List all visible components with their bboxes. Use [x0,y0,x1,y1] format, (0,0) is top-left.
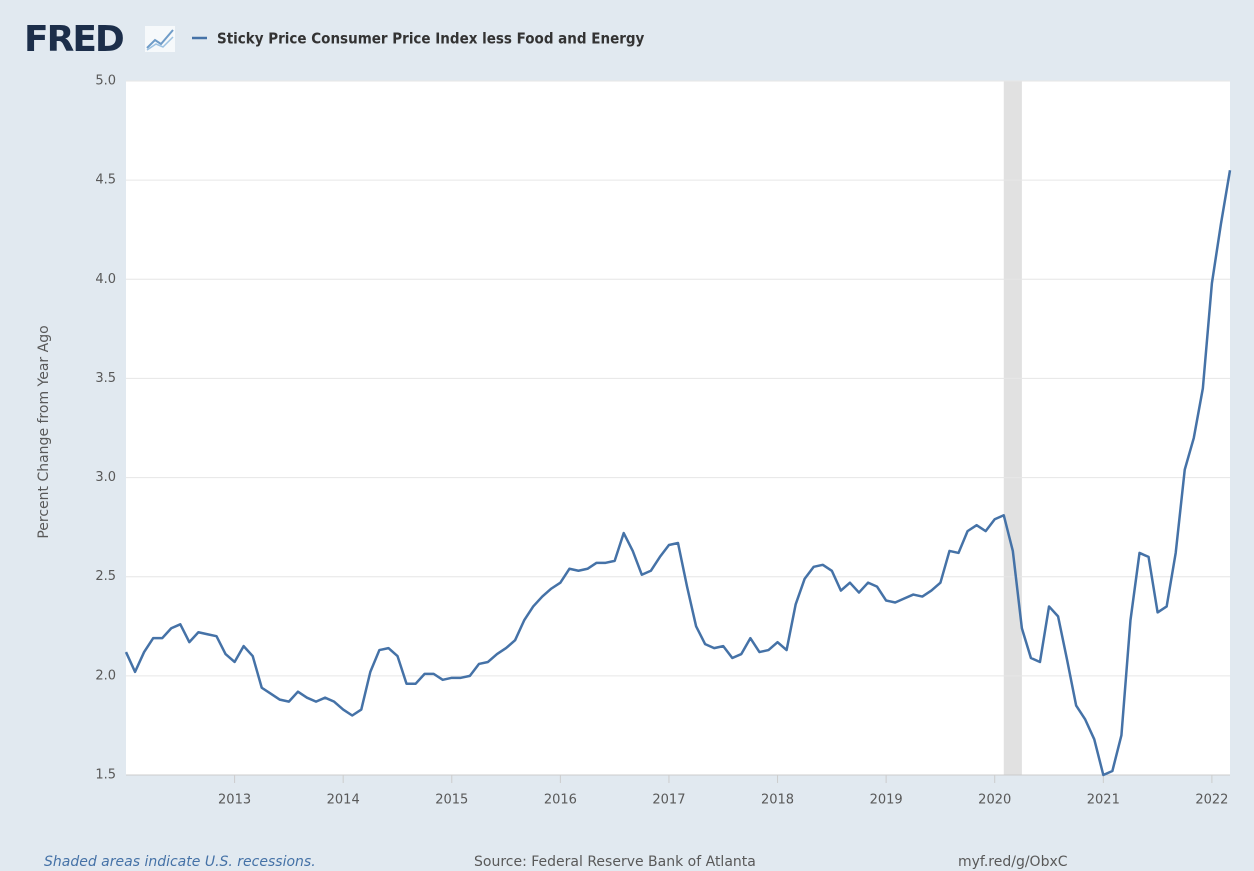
y-tick-label: 3.5 [95,371,116,386]
y-axis-label: Percent Change from Year Ago [36,325,52,538]
plot-area [126,81,1230,775]
y-tick-label: 1.5 [95,768,116,783]
y-tick-label: 5.0 [95,74,116,89]
x-tick-label: 2018 [761,793,794,808]
y-tick-label: 2.0 [95,668,116,683]
y-tick-label: 3.0 [95,470,116,485]
url: myf.red/g/ObxC [958,854,1068,870]
logo: FRED [24,19,123,60]
recession-shade [1003,81,1022,775]
y-tick-label: 4.5 [95,173,116,188]
x-tick-label: 2013 [218,793,251,808]
x-tick-label: 2019 [870,793,903,808]
logo-icon [145,26,175,52]
footnote: Shaded areas indicate U.S. recessions. [44,854,316,870]
source: Source: Federal Reserve Bank of Atlanta [474,854,756,870]
x-tick-label: 2021 [1087,793,1120,808]
x-tick-label: 2014 [327,793,360,808]
y-tick-label: 2.5 [95,569,116,584]
y-tick-label: 4.0 [95,272,116,287]
x-tick-label: 2015 [435,793,468,808]
x-tick-label: 2017 [652,793,685,808]
series-line [124,170,1232,777]
x-tick-label: 2022 [1195,793,1228,808]
legend-label: Sticky Price Consumer Price Index less F… [217,30,645,48]
x-tick-label: 2020 [978,793,1011,808]
x-tick-label: 2016 [544,793,577,808]
